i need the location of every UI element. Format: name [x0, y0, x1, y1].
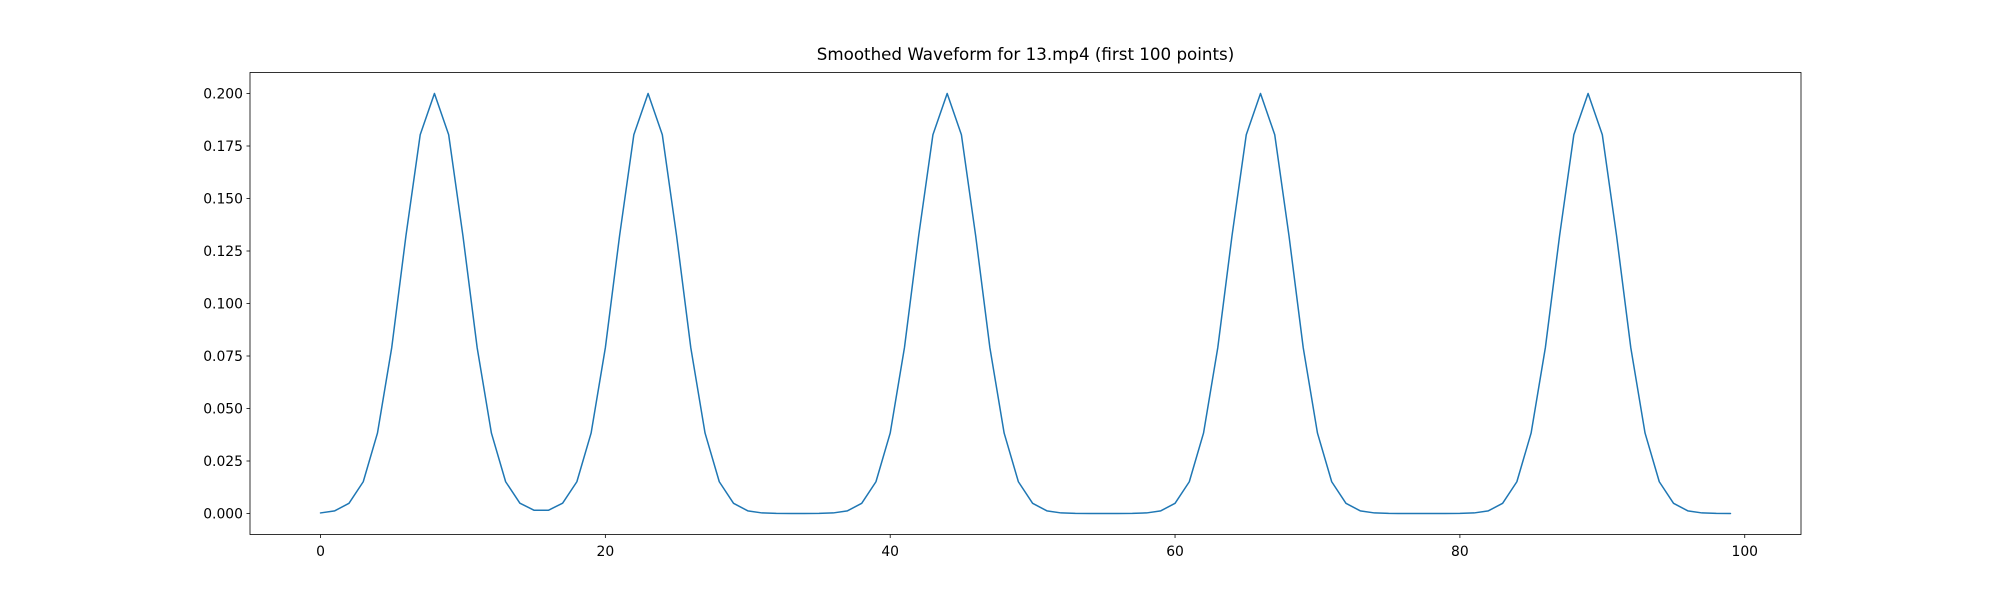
- y-axis-tick-label: 0.200: [203, 86, 243, 102]
- x-axis-tick-label: 20: [597, 544, 615, 560]
- x-axis-tick-label: 80: [1451, 544, 1469, 560]
- x-axis-tick-label: 0: [316, 544, 325, 560]
- y-axis-tick-label: 0.150: [203, 191, 243, 207]
- y-axis-tick-label: 0.125: [203, 244, 243, 260]
- y-axis-tick-label: 0.050: [203, 401, 243, 417]
- y-axis-tick-label: 0.075: [203, 349, 243, 365]
- axes-spines: [249, 72, 1802, 535]
- y-axis-tick-label: 0.025: [203, 454, 243, 470]
- y-axis-tick-label: 0.175: [203, 139, 243, 155]
- x-axis-tick-label: 60: [1166, 544, 1184, 560]
- chart-title: Smoothed Waveform for 13.mp4 (first 100 …: [817, 44, 1234, 64]
- x-axis-tick-label: 100: [1731, 544, 1758, 560]
- x-axis-tick-label: 40: [881, 544, 899, 560]
- waveform-line: [319, 92, 1732, 515]
- y-axis-tick-label: 0.100: [203, 296, 243, 312]
- y-axis-tick-label: 0.000: [203, 506, 243, 522]
